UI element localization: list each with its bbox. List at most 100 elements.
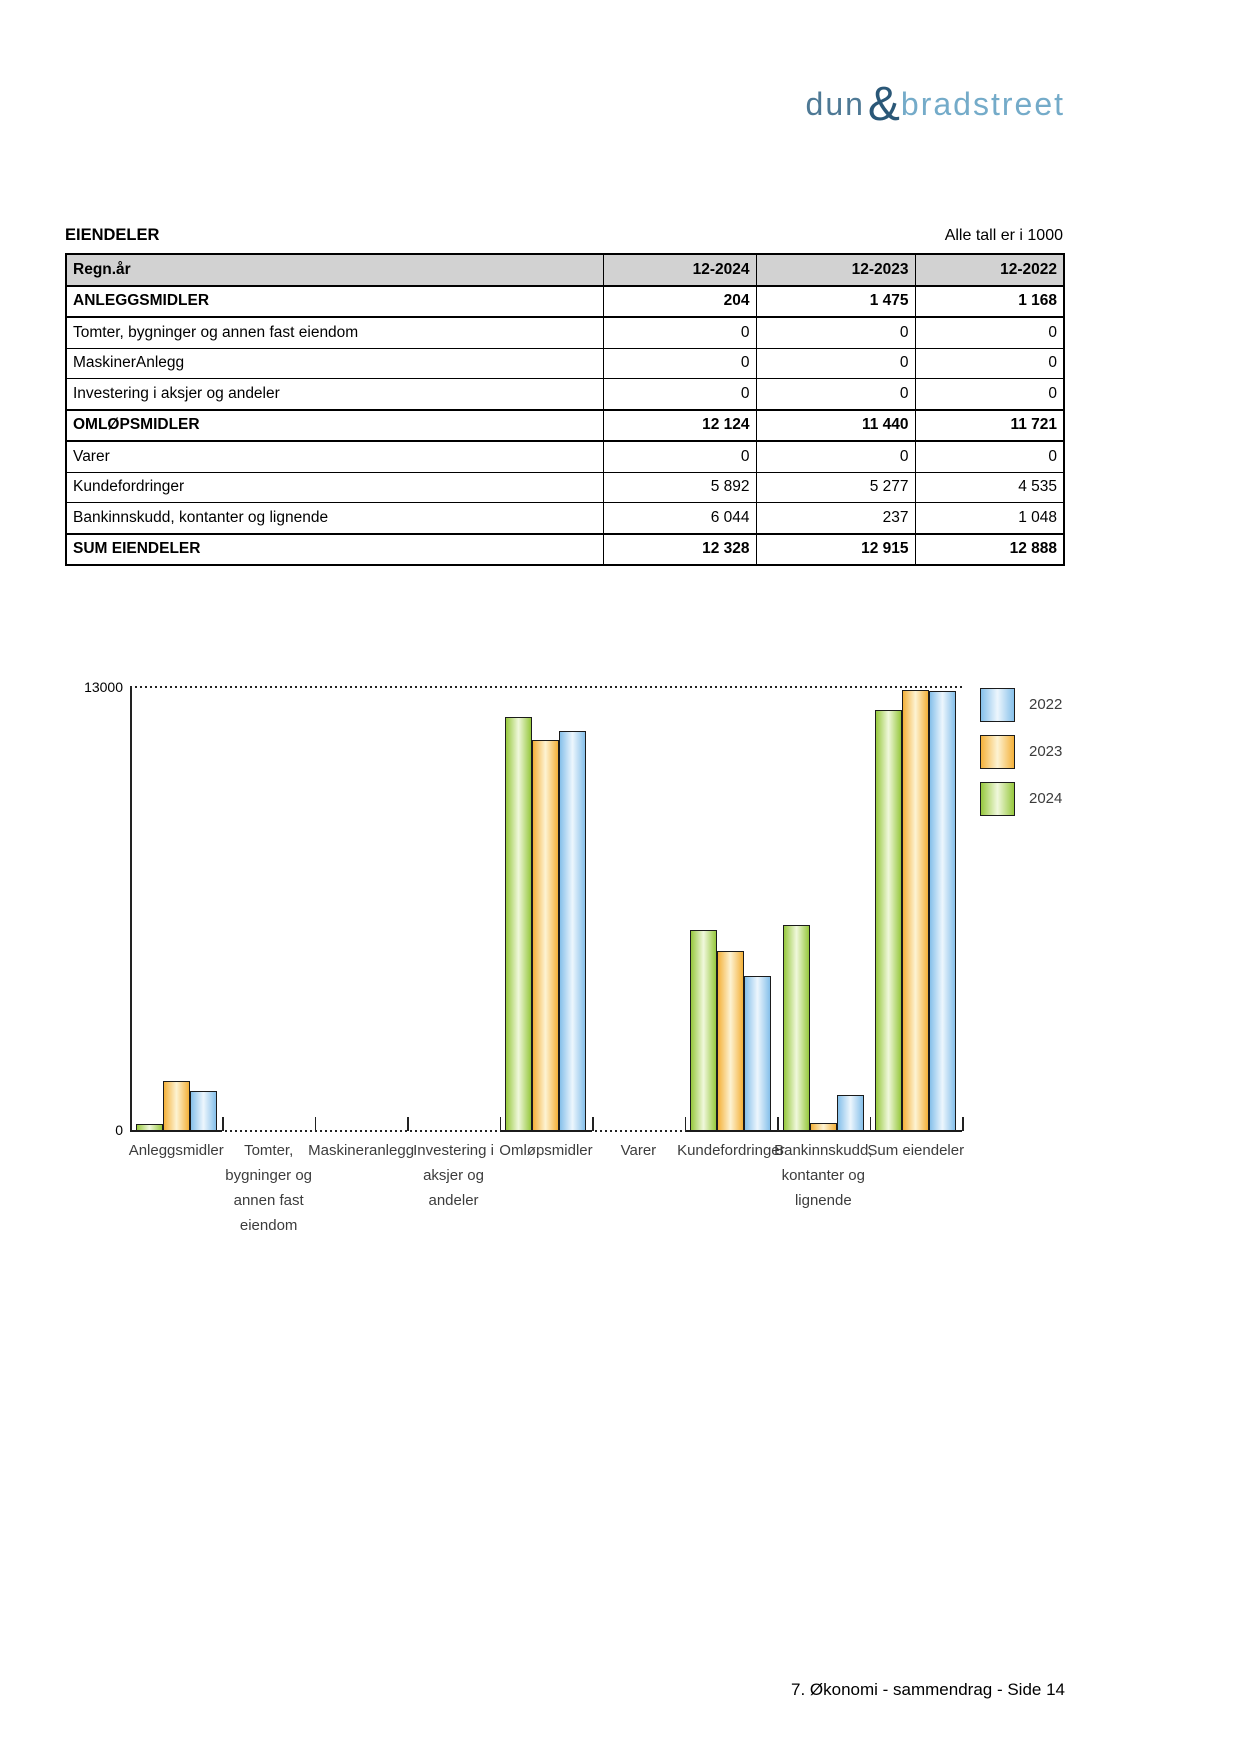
- category-label-line: Anleggsmidler: [128, 1142, 224, 1159]
- legend-label-2023: 2023: [1029, 743, 1063, 760]
- bar-2023: [902, 690, 930, 1131]
- row-label: ANLEGGSMIDLER: [65, 284, 604, 318]
- row-label: SUM EIENDELER: [65, 532, 604, 566]
- bar-2023: [532, 740, 560, 1131]
- bar-2022: [559, 731, 587, 1131]
- category-label: Kundefordringer: [646, 1138, 816, 1163]
- row-value: 6 044: [602, 502, 757, 534]
- bar-2023: [809, 1123, 837, 1131]
- category-label-line: Omløpsmidler: [499, 1142, 593, 1159]
- bar-2024: [135, 1124, 163, 1131]
- category-label-line: kontanter og: [781, 1167, 865, 1184]
- row-value: 0: [914, 440, 1065, 473]
- gridline-13000: [130, 686, 963, 688]
- row-value: 0: [755, 378, 916, 410]
- category-label: Bankinnskudd, kontanter og lignende: [738, 1138, 908, 1213]
- row-value: 0: [914, 316, 1065, 349]
- category-label-line: aksjer og: [423, 1167, 484, 1184]
- logo-text-dun: dun: [805, 86, 865, 122]
- category-label-line: Tomter,: [244, 1142, 294, 1159]
- x-axis-tick: [961, 1117, 964, 1131]
- category-label: Varer: [553, 1138, 723, 1163]
- row-value: 12 328: [602, 532, 757, 566]
- page-footer: 7. Økonomi - sammendrag - Side 14: [790, 1680, 1065, 1699]
- category-label-line: Varer: [620, 1142, 657, 1159]
- table-row: ANLEGGSMIDLER 204 1 475 1 168: [65, 284, 1065, 318]
- row-value: 0: [602, 440, 757, 473]
- category-label-line: Bankinnskudd,: [774, 1142, 873, 1159]
- bar-2022: [929, 691, 957, 1131]
- row-value: 1 475: [755, 284, 916, 318]
- assets-bar-chart: 13000 0 Anleggsmidler Tomter, bygninger og…: [84, 679, 1063, 1238]
- row-value: 11 721: [914, 408, 1065, 442]
- row-label: Investering i aksjer og andeler: [65, 378, 604, 410]
- row-value: 12 915: [755, 532, 916, 566]
- category-label-line: eiendom: [239, 1217, 298, 1234]
- bar-2023: [717, 951, 745, 1131]
- category-label-line: andeler: [428, 1192, 479, 1209]
- y-axis-max-label: 13000: [84, 679, 123, 695]
- bar-2022: [836, 1095, 864, 1131]
- logo-text-bradstreet: bradstreet: [900, 86, 1065, 122]
- x-axis-tick: [592, 1117, 594, 1131]
- assets-table: Regn.år 12-2024 12-2023 12-2022 ANLEGGSM…: [65, 253, 1065, 566]
- y-axis-line: [130, 687, 132, 1131]
- row-label: OMLØPSMIDLER: [65, 408, 604, 442]
- x-axis-tick: [684, 1117, 687, 1131]
- row-value: 1 168: [914, 284, 1065, 318]
- bar-2024: [690, 930, 718, 1131]
- row-value: 4 535: [914, 471, 1065, 503]
- row-label: Varer: [65, 440, 604, 473]
- category-label: Maskineranlegg: [276, 1138, 446, 1163]
- category-label-line: Investering i: [413, 1142, 494, 1159]
- bar-2023: [162, 1081, 190, 1131]
- table-row: OMLØPSMIDLER 12 124 11 440 11 721: [65, 408, 1065, 442]
- units-note: Alle tall er i 1000: [944, 227, 1063, 244]
- dun-and-bradstreet-logo: dun&bradstreet: [0, 72, 1065, 131]
- column-header-12-2024: 12-2024: [602, 253, 757, 286]
- row-value: 0: [602, 316, 757, 349]
- table-row: MaskinerAnlegg 0 0 0: [65, 347, 1065, 379]
- category-label: Omløpsmidler: [461, 1138, 631, 1163]
- table-row: Varer 0 0 0: [65, 440, 1065, 473]
- legend-label-2022: 2022: [1029, 696, 1063, 713]
- row-value: 204: [602, 284, 757, 318]
- row-value: 11 440: [755, 408, 916, 442]
- row-value: 0: [755, 440, 916, 473]
- bar-2022: [744, 976, 772, 1131]
- category-label-line: lignende: [794, 1192, 852, 1209]
- row-value: 0: [602, 378, 757, 410]
- x-axis-tick: [777, 1117, 779, 1131]
- category-label-line: bygninger og: [225, 1167, 313, 1184]
- row-value: 0: [755, 316, 916, 349]
- category-label: Anleggsmidler: [91, 1138, 261, 1163]
- row-value: 12 124: [602, 408, 757, 442]
- table-row: Investering i aksjer og andeler 0 0 0: [65, 378, 1065, 410]
- x-axis-tick: [407, 1117, 409, 1131]
- x-axis-tick: [314, 1117, 317, 1131]
- row-value: 0: [914, 378, 1065, 410]
- bar-2024: [782, 925, 810, 1131]
- row-value: 12 888: [914, 532, 1065, 566]
- y-axis-zero-label: 0: [115, 1122, 123, 1138]
- row-value: 0: [914, 347, 1065, 379]
- column-header-12-2023: 12-2023: [755, 253, 916, 286]
- legend-swatch-2024: [980, 782, 1015, 816]
- x-axis-tick: [222, 1117, 225, 1131]
- category-label: Tomter, bygninger og annen fast eiendom: [184, 1138, 354, 1238]
- row-label: Tomter, bygninger og annen fast eiendom: [65, 316, 604, 349]
- category-label-line: Kundefordringer: [677, 1142, 785, 1159]
- section-title: EIENDELER: [65, 226, 160, 244]
- bar-2022: [189, 1091, 217, 1131]
- category-label-line: Sum eiendeler: [867, 1142, 965, 1159]
- legend-swatch-2022: [980, 688, 1015, 722]
- table-row: Kundefordringer 5 892 5 277 4 535: [65, 471, 1065, 503]
- category-label-line: Maskineranlegg: [308, 1142, 415, 1159]
- row-value: 0: [755, 347, 916, 379]
- table-row: SUM EIENDELER 12 328 12 915 12 888: [65, 532, 1065, 566]
- x-axis-tick: [499, 1117, 502, 1131]
- category-label-line: annen fast: [233, 1192, 304, 1209]
- row-label: MaskinerAnlegg: [65, 347, 604, 379]
- bar-2024: [505, 717, 533, 1131]
- column-header-12-2022: 12-2022: [914, 253, 1065, 286]
